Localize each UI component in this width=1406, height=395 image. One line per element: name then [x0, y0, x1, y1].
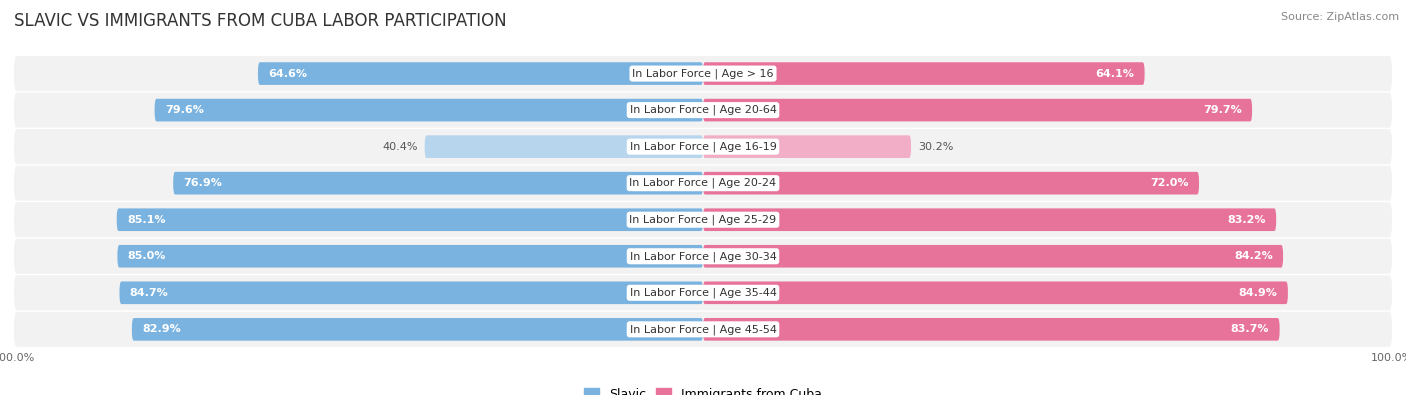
Text: In Labor Force | Age 35-44: In Labor Force | Age 35-44	[630, 288, 776, 298]
Text: Source: ZipAtlas.com: Source: ZipAtlas.com	[1281, 12, 1399, 22]
Text: 82.9%: 82.9%	[142, 324, 181, 334]
Text: In Labor Force | Age 20-24: In Labor Force | Age 20-24	[630, 178, 776, 188]
Legend: Slavic, Immigrants from Cuba: Slavic, Immigrants from Cuba	[579, 383, 827, 395]
FancyBboxPatch shape	[14, 129, 1392, 164]
FancyBboxPatch shape	[703, 99, 1253, 121]
FancyBboxPatch shape	[173, 172, 703, 194]
FancyBboxPatch shape	[703, 245, 1284, 267]
FancyBboxPatch shape	[703, 209, 1277, 231]
FancyBboxPatch shape	[14, 56, 1392, 91]
Text: SLAVIC VS IMMIGRANTS FROM CUBA LABOR PARTICIPATION: SLAVIC VS IMMIGRANTS FROM CUBA LABOR PAR…	[14, 12, 506, 30]
Text: 64.6%: 64.6%	[269, 69, 308, 79]
FancyBboxPatch shape	[155, 99, 703, 121]
Text: In Labor Force | Age 45-54: In Labor Force | Age 45-54	[630, 324, 776, 335]
FancyBboxPatch shape	[703, 318, 1279, 340]
FancyBboxPatch shape	[120, 282, 703, 304]
Text: 40.4%: 40.4%	[382, 142, 418, 152]
Text: 83.2%: 83.2%	[1227, 215, 1265, 225]
Text: 83.7%: 83.7%	[1230, 324, 1270, 334]
FancyBboxPatch shape	[132, 318, 703, 340]
Text: In Labor Force | Age > 16: In Labor Force | Age > 16	[633, 68, 773, 79]
FancyBboxPatch shape	[14, 166, 1392, 201]
Text: 85.0%: 85.0%	[128, 251, 166, 261]
FancyBboxPatch shape	[703, 172, 1199, 194]
FancyBboxPatch shape	[117, 245, 703, 267]
Text: 76.9%: 76.9%	[184, 178, 222, 188]
FancyBboxPatch shape	[14, 202, 1392, 237]
Text: In Labor Force | Age 30-34: In Labor Force | Age 30-34	[630, 251, 776, 261]
Text: 84.2%: 84.2%	[1234, 251, 1272, 261]
Text: In Labor Force | Age 25-29: In Labor Force | Age 25-29	[630, 214, 776, 225]
Text: In Labor Force | Age 20-64: In Labor Force | Age 20-64	[630, 105, 776, 115]
Text: 79.7%: 79.7%	[1204, 105, 1241, 115]
FancyBboxPatch shape	[703, 135, 911, 158]
FancyBboxPatch shape	[703, 62, 1144, 85]
Text: 84.7%: 84.7%	[129, 288, 169, 298]
FancyBboxPatch shape	[14, 92, 1392, 128]
Text: 79.6%: 79.6%	[165, 105, 204, 115]
FancyBboxPatch shape	[257, 62, 703, 85]
FancyBboxPatch shape	[14, 239, 1392, 274]
Text: 30.2%: 30.2%	[918, 142, 953, 152]
FancyBboxPatch shape	[14, 312, 1392, 347]
Text: 64.1%: 64.1%	[1095, 69, 1135, 79]
Text: 84.9%: 84.9%	[1239, 288, 1278, 298]
FancyBboxPatch shape	[117, 209, 703, 231]
FancyBboxPatch shape	[14, 275, 1392, 310]
FancyBboxPatch shape	[703, 282, 1288, 304]
Text: 72.0%: 72.0%	[1150, 178, 1188, 188]
Text: In Labor Force | Age 16-19: In Labor Force | Age 16-19	[630, 141, 776, 152]
Text: 85.1%: 85.1%	[127, 215, 166, 225]
FancyBboxPatch shape	[425, 135, 703, 158]
